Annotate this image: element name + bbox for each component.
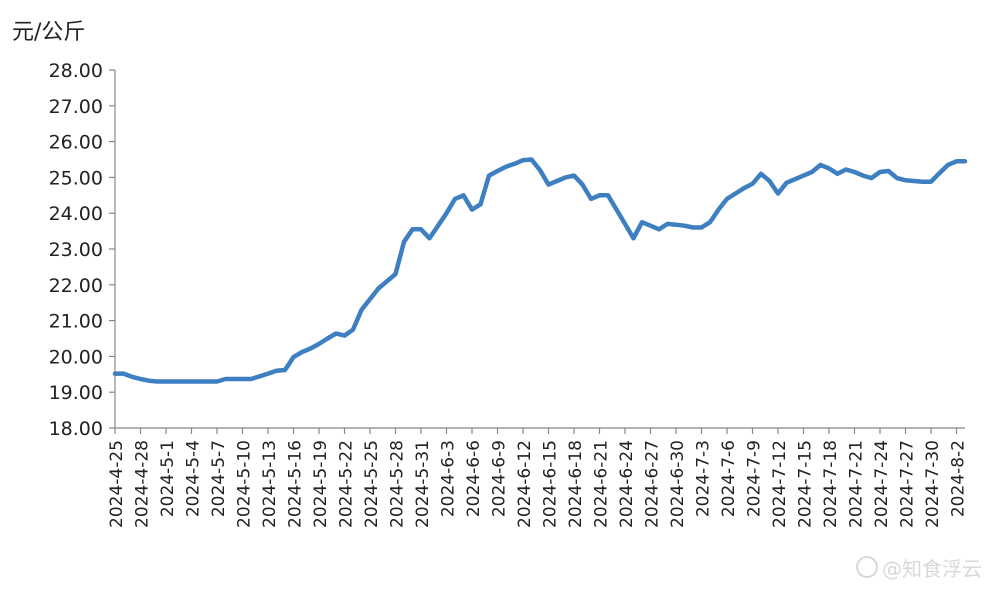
x-tick-label: 2024-5-13 <box>260 440 280 528</box>
watermark-text: @知食浮云 <box>882 557 982 581</box>
x-tick-label: 2024-6-21 <box>592 440 612 528</box>
y-tick-label: 23.00 <box>49 239 103 261</box>
x-tick-label: 2024-5-31 <box>413 440 433 528</box>
y-tick-label: 20.00 <box>49 346 103 368</box>
x-tick-label: 2024-8-2 <box>949 440 969 517</box>
y-tick-label: 19.00 <box>49 382 103 404</box>
y-tick-label: 22.00 <box>49 275 103 297</box>
y-tick-label: 18.00 <box>49 418 103 440</box>
x-tick-label: 2024-7-3 <box>694 440 714 517</box>
x-tick-label: 2024-6-27 <box>643 440 663 528</box>
weibo-logo-icon <box>856 556 878 578</box>
x-tick-label: 2024-5-1 <box>158 440 178 517</box>
x-tick-label: 2024-7-18 <box>821 440 841 528</box>
x-tick-label: 2024-6-3 <box>439 440 459 517</box>
y-tick-label: 28.00 <box>49 60 103 82</box>
x-tick-label: 2024-6-12 <box>515 440 535 528</box>
x-tick-label: 2024-7-6 <box>719 440 739 517</box>
x-tick-label: 2024-5-4 <box>184 440 204 517</box>
x-tick-label: 2024-7-27 <box>898 440 918 528</box>
x-tick-label: 2024-5-16 <box>286 440 306 528</box>
x-tick-label: 2024-6-18 <box>566 440 586 528</box>
x-tick-label: 2024-6-15 <box>541 440 561 528</box>
x-tick-label: 2024-4-28 <box>133 440 153 528</box>
y-tick-label: 26.00 <box>49 132 103 154</box>
x-tick-label: 2024-4-25 <box>107 440 127 528</box>
x-tick-label: 2024-7-30 <box>923 440 943 528</box>
x-tick-label: 2024-5-19 <box>311 440 331 528</box>
price-series-line <box>115 160 965 382</box>
x-tick-label: 2024-7-9 <box>745 440 765 517</box>
x-tick-label: 2024-6-30 <box>668 440 688 528</box>
x-tick-label: 2024-5-28 <box>388 440 408 528</box>
x-tick-label: 2024-7-21 <box>847 440 867 528</box>
x-tick-label: 2024-7-24 <box>872 440 892 528</box>
y-tick-label: 21.00 <box>49 311 103 333</box>
x-tick-label: 2024-5-7 <box>209 440 229 517</box>
x-tick-label: 2024-5-22 <box>337 440 357 528</box>
y-tick-label: 24.00 <box>49 203 103 225</box>
x-tick-label: 2024-6-24 <box>617 440 637 528</box>
y-tick-label: 25.00 <box>49 167 103 189</box>
x-tick-label: 2024-7-12 <box>770 440 790 528</box>
y-axis-unit-label: 元/公斤 <box>12 14 85 46</box>
x-tick-label: 2024-5-25 <box>362 440 382 528</box>
x-tick-label: 2024-6-9 <box>490 440 510 517</box>
x-tick-label: 2024-6-6 <box>464 440 484 517</box>
x-tick-label: 2024-5-10 <box>235 440 255 528</box>
x-tick-label: 2024-7-15 <box>796 440 816 528</box>
watermark: @知食浮云 <box>856 553 982 582</box>
y-tick-label: 27.00 <box>49 96 103 118</box>
